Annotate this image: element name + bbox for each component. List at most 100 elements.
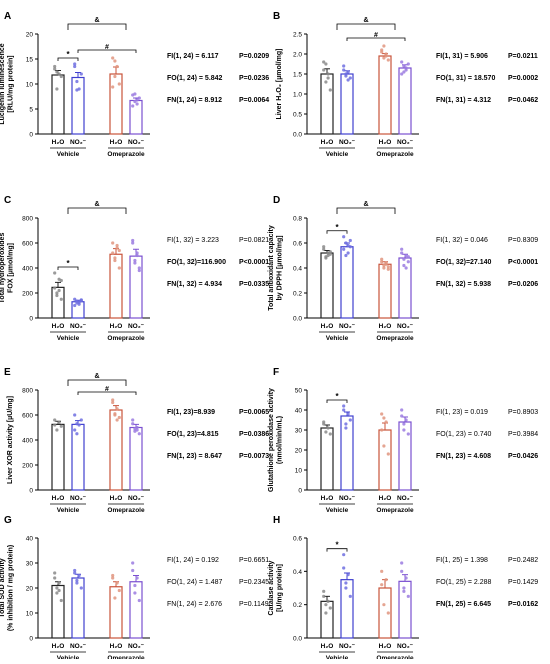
stat-label: FI(1, 31) = 5.906 (436, 53, 488, 60)
sig-bracket (336, 23, 396, 30)
stat-label: FO(1, 24) = 1.487 (167, 579, 223, 586)
sig-mark: & (94, 201, 99, 208)
data-point (117, 266, 121, 270)
group-label: Omeprazole (107, 335, 145, 342)
data-point (117, 82, 121, 86)
bar (129, 426, 143, 491)
data-point (53, 67, 57, 71)
stat-p-value: P=0.0821 (239, 237, 269, 244)
data-point (400, 72, 404, 76)
stat-p-value: P=0.8903 (508, 409, 538, 416)
data-point (342, 68, 346, 72)
data-point (73, 428, 77, 432)
data-point (328, 606, 332, 610)
sig-mark: # (105, 44, 109, 51)
data-point (113, 74, 117, 79)
panel-letter: E (4, 367, 11, 378)
data-point (346, 78, 350, 82)
data-point (404, 266, 408, 270)
data-point (75, 578, 79, 583)
data-point (382, 444, 386, 448)
data-point (137, 432, 141, 436)
stat-p-value: P=0.8309 (508, 237, 538, 244)
stat-label: FO(1, 23)=4.815 (167, 431, 219, 438)
panel-letter: G (4, 515, 12, 526)
data-point (111, 576, 115, 580)
data-point (406, 260, 410, 264)
data-point (344, 253, 348, 258)
x-tick-label: NO₂⁻ (128, 643, 145, 650)
stat-label: FN(1, 32) = 5.938 (436, 281, 491, 288)
bar (109, 586, 123, 639)
panel-E: E 0 200 400 600 800 Liver XOR activity [µU/mg]… (4, 367, 269, 514)
y-tick-label: 0.0 (293, 636, 302, 643)
stat-p-value: P=0.3984 (508, 431, 538, 438)
y-axis-label-line: FOX [µmol/mg] (8, 243, 15, 293)
data-point (342, 566, 346, 570)
panel-letter: A (4, 11, 11, 22)
x-tick-label: H₂O (110, 495, 123, 502)
group-label: Vehicle (57, 151, 80, 158)
panel-letter: F (273, 367, 279, 378)
data-point (344, 586, 348, 590)
y-tick-label: 0.0 (293, 316, 302, 323)
panel-B: B 0.0 0.5 1.0 1.5 2.0 2.5 Liver H₂O₂ [µmol/mg] H… (273, 11, 538, 158)
x-tick-label: H₂O (52, 323, 65, 330)
data-point (344, 241, 348, 245)
x-tick-label: NO₂⁻ (397, 643, 414, 650)
group-label: Vehicle (57, 335, 80, 342)
y-tick-label: 40 (26, 536, 34, 543)
data-point (53, 576, 57, 580)
data-point (324, 80, 328, 84)
data-point (348, 238, 352, 243)
data-point (380, 257, 384, 261)
y-axis-label: Lucigenin luminescence [RLU/mg protein] (0, 43, 15, 124)
data-point (135, 428, 139, 432)
data-point (79, 72, 83, 76)
bar (71, 76, 85, 135)
data-point (117, 415, 121, 420)
data-point (324, 603, 328, 607)
data-point (346, 70, 350, 74)
data-point (111, 573, 115, 578)
data-point (111, 398, 115, 402)
data-point (75, 422, 79, 426)
data-point (328, 252, 332, 256)
stat-label: FN(1, 31) = 4.312 (436, 97, 491, 104)
data-point (402, 586, 406, 590)
group-label: Vehicle (326, 151, 349, 158)
bar (340, 246, 354, 319)
y-tick-label: 0 (29, 132, 33, 139)
data-point (400, 414, 404, 418)
y-tick-label: 600 (22, 241, 33, 248)
data-point (73, 413, 77, 417)
data-point (386, 611, 390, 615)
stat-p-value: P=0.2345 (239, 579, 269, 586)
group-label: Vehicle (326, 507, 349, 514)
y-tick-label: 0.0 (293, 132, 302, 139)
group-label: Vehicle (326, 335, 349, 342)
y-tick-label: 20 (26, 586, 34, 593)
x-tick-label: H₂O (52, 495, 65, 502)
bar (398, 67, 412, 135)
sig-bracket (346, 37, 406, 41)
data-point (348, 245, 352, 249)
data-point (115, 581, 119, 585)
sig-bracket (336, 207, 396, 214)
data-point (135, 576, 139, 580)
data-point (137, 598, 141, 603)
group-label: Omeprazole (107, 507, 145, 514)
panel-G: G 0 10 20 30 40 Total SOD activity (% inhibitio… (0, 515, 269, 662)
x-tick-label: H₂O (321, 495, 334, 502)
data-point (344, 72, 348, 76)
data-point (402, 422, 406, 426)
y-tick-label: 15 (26, 57, 34, 64)
y-tick-label: 30 (26, 561, 34, 568)
stat-p-value: P=0.0335 (239, 281, 269, 288)
data-point (406, 432, 410, 436)
data-point (117, 248, 121, 253)
data-point (131, 238, 135, 243)
y-axis-label-line: (nmol/min/mL) (277, 416, 284, 464)
sig-bracket (326, 548, 348, 552)
